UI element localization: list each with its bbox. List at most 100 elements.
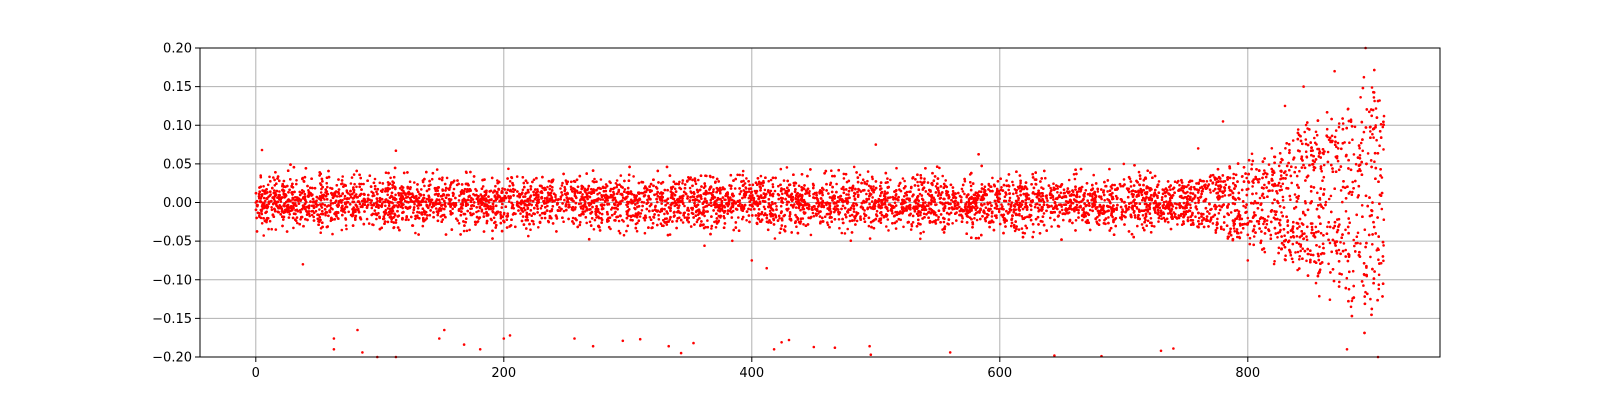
data-point (852, 194, 856, 198)
data-point (260, 210, 263, 213)
data-point (1073, 209, 1076, 213)
data-point (745, 219, 748, 222)
data-point (1139, 191, 1143, 194)
data-point (571, 216, 575, 220)
data-point (416, 210, 419, 214)
data-point (1009, 203, 1013, 206)
data-point (477, 209, 480, 213)
data-point (382, 215, 386, 218)
data-point (563, 198, 566, 202)
data-point (623, 188, 627, 191)
data-point (846, 227, 849, 231)
data-point (1250, 152, 1254, 156)
data-point (278, 190, 281, 193)
data-point (694, 182, 698, 186)
data-point (1344, 228, 1347, 232)
data-point (1363, 228, 1367, 231)
data-point (741, 169, 745, 173)
data-point (259, 175, 263, 179)
data-point (1377, 283, 1381, 287)
data-point (706, 219, 709, 222)
data-point (1098, 219, 1101, 222)
data-point (1091, 195, 1094, 198)
data-point (714, 226, 718, 229)
data-point (1236, 235, 1239, 239)
data-point (1345, 276, 1349, 280)
data-point (1157, 180, 1161, 183)
data-point (1306, 252, 1310, 256)
data-point (365, 217, 369, 221)
data-point (1305, 259, 1308, 263)
data-point (1318, 245, 1321, 249)
data-point (339, 194, 343, 198)
data-point (295, 216, 299, 219)
data-point (1210, 216, 1213, 219)
data-point (1119, 184, 1123, 188)
data-point (842, 177, 846, 180)
data-point (808, 194, 811, 197)
data-point (399, 192, 403, 195)
data-point (781, 192, 784, 196)
data-point (683, 204, 686, 208)
data-point (1326, 225, 1329, 229)
data-point (865, 192, 868, 196)
data-point (615, 185, 618, 189)
data-point (942, 220, 946, 224)
data-point (1374, 107, 1378, 110)
data-point (1358, 154, 1362, 157)
data-point (893, 201, 897, 205)
data-point (1146, 169, 1149, 172)
data-point (1133, 216, 1137, 219)
data-point (673, 187, 677, 191)
data-point (875, 209, 879, 213)
data-point (678, 180, 681, 184)
data-point (951, 222, 954, 225)
data-point (561, 193, 564, 197)
data-point (1377, 287, 1381, 291)
data-point (1113, 183, 1116, 187)
data-point (569, 185, 573, 189)
data-point (1362, 130, 1366, 134)
data-point (384, 204, 387, 208)
data-point (336, 217, 340, 220)
data-point (422, 193, 426, 197)
data-point (574, 206, 577, 209)
data-point (796, 198, 800, 201)
data-point (1326, 150, 1330, 154)
data-point (1318, 294, 1321, 298)
data-point (560, 184, 564, 187)
data-point (538, 214, 542, 217)
data-point (1077, 211, 1080, 215)
data-point (325, 211, 329, 214)
data-point (413, 202, 416, 206)
data-point (353, 182, 356, 186)
data-point (1348, 221, 1351, 224)
data-point (329, 199, 333, 202)
data-point (1096, 190, 1100, 193)
data-point (1294, 251, 1297, 254)
data-point (1009, 205, 1013, 208)
data-point (425, 197, 429, 201)
data-point (591, 180, 595, 183)
data-point (1290, 181, 1293, 185)
data-point (1246, 216, 1250, 220)
data-point (1296, 149, 1300, 152)
data-point (871, 196, 874, 199)
data-point (318, 208, 321, 211)
data-point (343, 194, 347, 198)
data-point (308, 214, 312, 218)
data-point (324, 213, 327, 217)
data-point (662, 218, 665, 222)
data-point (695, 220, 699, 224)
data-point (863, 212, 866, 215)
data-point (268, 194, 272, 197)
data-point (394, 218, 398, 222)
data-point (1324, 200, 1328, 204)
data-point (1253, 200, 1257, 203)
data-point (299, 218, 302, 221)
data-point (815, 201, 818, 205)
data-point (1181, 184, 1184, 188)
data-point (861, 178, 865, 181)
data-point (797, 184, 801, 188)
